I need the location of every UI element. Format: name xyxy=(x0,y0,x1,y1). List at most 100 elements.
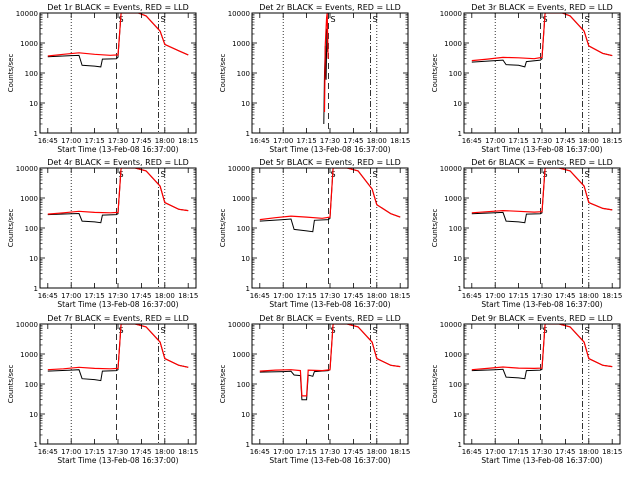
x-tick-label: 17:00 xyxy=(61,448,81,456)
y-tick-label: 1 xyxy=(246,441,250,449)
plot-frame xyxy=(251,323,409,445)
y-tick-label: 1000 xyxy=(232,195,250,203)
event-marker-label: S xyxy=(373,170,378,179)
plot-title: Det 8r BLACK = Events, RED = LLD xyxy=(259,314,401,323)
x-tick-label: 17:15 xyxy=(509,448,529,456)
y-tick-label: 1000 xyxy=(232,40,250,48)
y-tick-label: 1 xyxy=(458,130,462,138)
y-axis-label: Counts/sec xyxy=(431,209,439,248)
plot-panel: S S Det 2r BLACK = Events, RED = LLD 1 10 100… xyxy=(219,3,410,154)
event-marker-label: S xyxy=(373,15,378,24)
x-tick-label: 18:15 xyxy=(602,448,622,456)
x-tick-label: 17:15 xyxy=(85,292,105,300)
y-tick-label: 1000 xyxy=(444,195,462,203)
x-tick-label: 17:15 xyxy=(297,292,317,300)
plot-title: Det 7r BLACK = Events, RED = LLD xyxy=(47,314,189,323)
y-tick-label: 1000 xyxy=(444,351,462,359)
series-line xyxy=(471,13,613,62)
plot-title: Det 1r BLACK = Events, RED = LLD xyxy=(47,3,189,12)
y-tick-label: 10000 xyxy=(16,165,38,173)
plot-frame xyxy=(463,12,621,134)
x-tick-label: 17:45 xyxy=(555,137,575,145)
x-axis-label: Start Time (13-Feb-08 16:37:00) xyxy=(57,300,178,309)
x-tick-label: 17:15 xyxy=(509,137,529,145)
y-tick-label: 10000 xyxy=(440,10,462,18)
series-line xyxy=(47,13,189,57)
x-tick-label: 17:30 xyxy=(532,448,552,456)
plot-frame xyxy=(39,167,197,289)
x-axis-label: Start Time (13-Feb-08 16:37:00) xyxy=(269,300,390,309)
event-marker-label: S xyxy=(585,15,590,24)
x-axis-label: Start Time (13-Feb-08 16:37:00) xyxy=(269,456,390,465)
x-tick-label: 18:00 xyxy=(155,448,175,456)
y-tick-label: 10 xyxy=(453,255,462,263)
plot-title: Det 9r BLACK = Events, RED = LLD xyxy=(471,314,613,323)
y-tick-label: 100 xyxy=(237,70,250,78)
y-axis-label: Counts/sec xyxy=(219,365,227,404)
x-tick-label: 17:30 xyxy=(320,137,340,145)
y-tick-label: 1 xyxy=(34,285,38,293)
event-marker-label: S xyxy=(373,326,378,335)
y-axis-label: Counts/sec xyxy=(7,209,15,248)
x-tick-label: 16:45 xyxy=(250,448,270,456)
x-tick-label: 17:30 xyxy=(532,292,552,300)
x-tick-label: 18:00 xyxy=(367,137,387,145)
x-tick-label: 16:45 xyxy=(462,448,482,456)
x-tick-label: 18:00 xyxy=(367,292,387,300)
plot-title: Det 4r BLACK = Events, RED = LLD xyxy=(47,158,189,167)
x-tick-label: 17:30 xyxy=(320,292,340,300)
x-tick-label: 17:30 xyxy=(320,448,340,456)
x-tick-label: 18:15 xyxy=(390,292,410,300)
y-tick-label: 1 xyxy=(246,285,250,293)
plot-frame xyxy=(39,323,197,445)
x-tick-label: 17:00 xyxy=(273,292,293,300)
x-tick-label: 18:00 xyxy=(579,137,599,145)
y-tick-label: 10000 xyxy=(228,321,250,329)
x-tick-label: 17:30 xyxy=(532,137,552,145)
series-line xyxy=(323,13,329,113)
y-tick-label: 1 xyxy=(34,441,38,449)
x-tick-label: 16:45 xyxy=(250,292,270,300)
x-tick-label: 17:00 xyxy=(61,292,81,300)
x-tick-label: 17:45 xyxy=(343,292,363,300)
x-tick-label: 17:45 xyxy=(555,448,575,456)
x-tick-label: 17:15 xyxy=(297,137,317,145)
y-tick-label: 100 xyxy=(449,381,462,389)
x-tick-label: 16:45 xyxy=(38,448,58,456)
plot-frame xyxy=(251,167,409,289)
y-tick-label: 10000 xyxy=(440,165,462,173)
y-tick-label: 10000 xyxy=(228,10,250,18)
y-tick-label: 1 xyxy=(458,441,462,449)
x-axis-label: Start Time (13-Feb-08 16:37:00) xyxy=(481,145,602,154)
x-tick-label: 16:45 xyxy=(462,137,482,145)
y-tick-label: 10000 xyxy=(16,10,38,18)
x-axis-label: Start Time (13-Feb-08 16:37:00) xyxy=(481,300,602,309)
y-axis-label: Counts/sec xyxy=(7,54,15,93)
x-tick-label: 18:00 xyxy=(579,448,599,456)
plot-frame xyxy=(463,167,621,289)
y-tick-label: 1 xyxy=(458,285,462,293)
y-tick-label: 10 xyxy=(29,411,38,419)
x-tick-label: 18:00 xyxy=(155,137,175,145)
y-tick-label: 100 xyxy=(237,381,250,389)
y-tick-label: 10 xyxy=(453,411,462,419)
x-tick-label: 17:00 xyxy=(61,137,81,145)
x-tick-label: 17:00 xyxy=(485,292,505,300)
x-tick-label: 17:45 xyxy=(555,292,575,300)
series-line xyxy=(471,324,613,371)
x-tick-label: 18:00 xyxy=(155,292,175,300)
y-tick-label: 10 xyxy=(29,100,38,108)
x-tick-label: 18:15 xyxy=(178,292,198,300)
x-tick-label: 17:45 xyxy=(343,137,363,145)
plot-title: Det 3r BLACK = Events, RED = LLD xyxy=(471,3,613,12)
x-axis-label: Start Time (13-Feb-08 16:37:00) xyxy=(57,145,178,154)
y-axis-label: Counts/sec xyxy=(219,54,227,93)
x-tick-label: 18:15 xyxy=(390,448,410,456)
x-tick-label: 18:00 xyxy=(579,292,599,300)
plot-frame xyxy=(251,12,409,134)
